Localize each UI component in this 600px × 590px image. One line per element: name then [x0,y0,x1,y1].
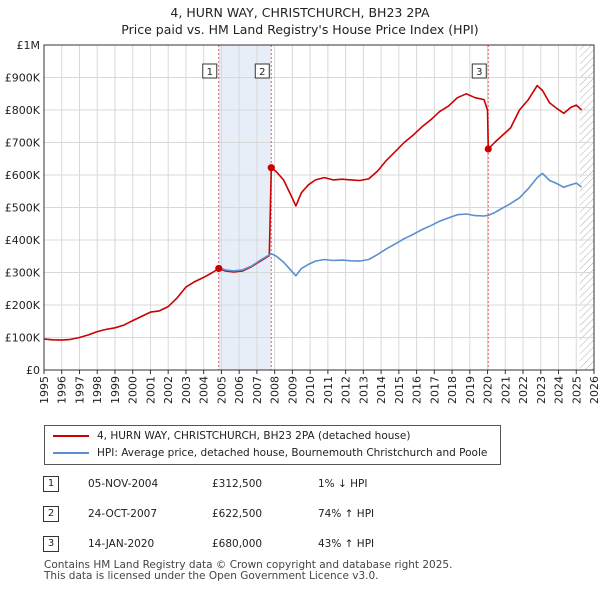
x-tick-label: 2015 [393,376,406,404]
sale-marker-label: 1 [207,67,213,78]
y-tick-label: £700K [5,137,41,150]
x-tick-label: 1999 [109,376,122,404]
legend: 4, HURN WAY, CHRISTCHURCH, BH23 2PA (det… [44,425,501,465]
legend-swatch-property [53,435,89,437]
sale-point-dot [484,145,492,153]
x-tick-label: 2013 [357,376,370,404]
legend-swatch-hpi [53,452,89,454]
sale-number-badge: 2 [43,506,59,522]
y-tick-label: £500K [5,202,41,215]
chart-title: 4, HURN WAY, CHRISTCHURCH, BH23 2PA Pric… [0,4,600,38]
x-tick-label: 2022 [517,376,530,404]
title-line-2: Price paid vs. HM Land Registry's House … [121,22,479,37]
y-tick-label: £200K [5,299,41,312]
x-tick-label: 1995 [38,376,51,404]
x-tick-label: 2012 [340,376,353,404]
x-tick-label: 2003 [180,376,193,404]
y-tick-label: £400K [5,234,41,247]
sale-marker-label: 2 [259,67,265,78]
y-tick-label: £100K [5,332,41,345]
x-tick-label: 2016 [411,376,424,404]
sale-date: 14-JAN-2020 [88,538,155,550]
footer-line-1: Contains HM Land Registry data © Crown c… [44,559,453,571]
sale-date: 24-OCT-2007 [88,508,157,520]
x-tick-label: 2025 [570,376,583,404]
y-tick-label: £300K [5,267,41,280]
sale-marker-badge: 3 [471,63,487,79]
legend-label-hpi: HPI: Average price, detached house, Bour… [97,447,488,459]
x-tick-label: 2004 [198,376,211,404]
sale-date: 05-NOV-2004 [88,478,159,490]
sale-marker-box [202,63,218,79]
sale-hpi-change: 43% ↑ HPI [318,538,375,550]
x-tick-label: 2001 [144,376,157,404]
legend-item-hpi: HPI: Average price, detached house, Bour… [53,445,487,461]
sale-price: £622,500 [212,508,263,520]
legend-item-property: 4, HURN WAY, CHRISTCHURCH, BH23 2PA (det… [53,428,410,444]
sale-number-badge: 3 [43,536,59,552]
x-tick-label: 2023 [535,376,548,404]
sale-point-dot [215,264,223,273]
x-tick-label: 2020 [482,376,495,404]
footer-line-2: This data is licensed under the Open Gov… [44,570,379,582]
sale-row: 3 14-JAN-2020 £680,000 43% ↑ HPI [0,534,600,554]
x-tick-label: 2011 [322,376,335,404]
sale-marker-label: 3 [476,67,482,78]
x-tick-label: 2019 [464,376,477,404]
sale-hpi-change: 74% ↑ HPI [318,508,375,520]
series-line-hpi [218,172,583,277]
y-tick-label: £900K [5,72,41,85]
x-tick-label: 2018 [446,376,459,404]
x-tick-label: 1996 [56,376,69,404]
x-tick-label: 2002 [162,376,175,404]
sale-marker-badge: 2 [254,63,270,79]
x-tick-label: 2005 [215,376,228,404]
sale-hpi-change: 1% ↓ HPI [318,478,368,490]
sale-row: 1 05-NOV-2004 £312,500 1% ↓ HPI [0,474,600,494]
x-tick-label: 1997 [73,376,86,404]
x-tick-label: 2026 [588,376,600,404]
plot-frame [43,44,595,371]
sale-number-badge: 1 [43,476,59,492]
legend-label-property: 4, HURN WAY, CHRISTCHURCH, BH23 2PA (det… [97,430,411,442]
sale-marker-box [471,63,487,79]
footer: Contains HM Land Registry data © Crown c… [44,560,452,582]
x-tick-label: 2024 [553,376,566,404]
sale-point-dot [267,164,275,172]
y-tick-label: £600K [5,169,41,182]
sale-marker-box [254,63,270,79]
x-tick-label: 2008 [269,376,282,404]
series-line-property [43,84,583,341]
title-line-1: 4, HURN WAY, CHRISTCHURCH, BH23 2PA [170,5,430,20]
x-tick-label: 2017 [428,376,441,404]
x-tick-label: 1998 [91,376,104,404]
y-tick-label: £1M [17,39,41,52]
sale-price: £680,000 [212,538,263,550]
x-tick-label: 2014 [375,376,388,404]
y-tick-label: £0 [26,364,40,377]
price-chart: 1 2 3 £0 £100K £200K £300K £400K £500K £600K £700K… [5,39,600,404]
x-tick-label: 2009 [286,376,299,404]
x-tick-label: 2010 [304,376,317,404]
sale-row: 2 24-OCT-2007 £622,500 74% ↑ HPI [0,504,600,524]
sale-marker-badge: 1 [202,63,218,79]
x-tick-label: 2000 [127,376,140,404]
x-tick-label: 2006 [233,376,246,404]
sale-price: £312,500 [212,478,263,490]
y-tick-label: £800K [5,104,41,117]
x-tick-label: 2007 [251,376,264,404]
x-tick-label: 2021 [499,376,512,404]
